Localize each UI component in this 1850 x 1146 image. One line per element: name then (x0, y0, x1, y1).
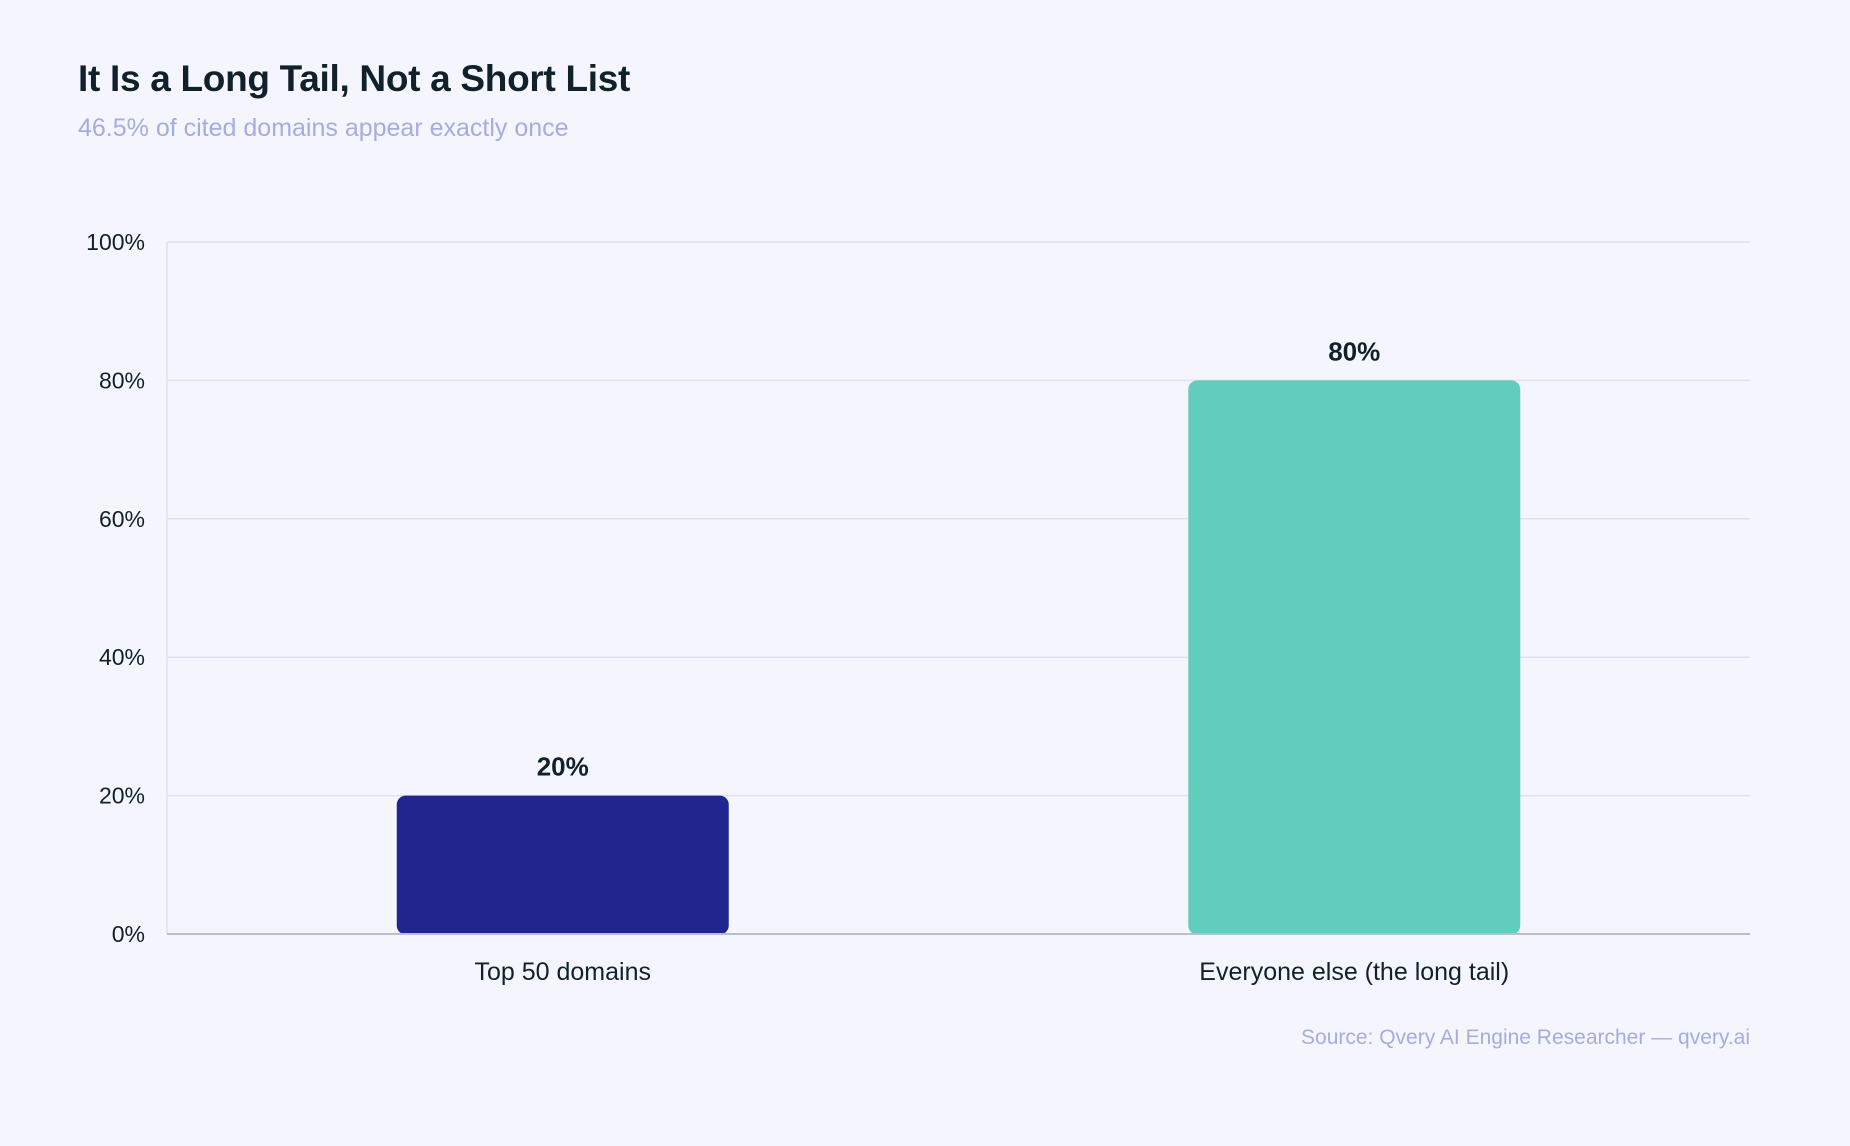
y-tick-label: 60% (99, 506, 145, 532)
chart-subtitle: 46.5% of cited domains appear exactly on… (78, 114, 569, 142)
x-category-label: Everyone else (the long tail) (1199, 958, 1509, 986)
y-tick-label: 20% (99, 783, 145, 809)
chart-title: It Is a Long Tail, Not a Short List (78, 58, 631, 99)
y-tick-label: 40% (99, 644, 145, 670)
bar-value-label: 80% (1328, 336, 1380, 366)
bar-value-label: 20% (537, 752, 589, 782)
bar-top-50-domains (396, 795, 729, 935)
source-note: Source: Qvery AI Engine Researcher — qve… (1301, 1026, 1750, 1049)
y-tick-label: 80% (99, 367, 145, 393)
x-category-label: Top 50 domains (474, 958, 651, 986)
y-tick-label: 0% (112, 921, 145, 947)
y-tick-label: 100% (86, 229, 145, 255)
bar-long-tail (1188, 380, 1521, 935)
